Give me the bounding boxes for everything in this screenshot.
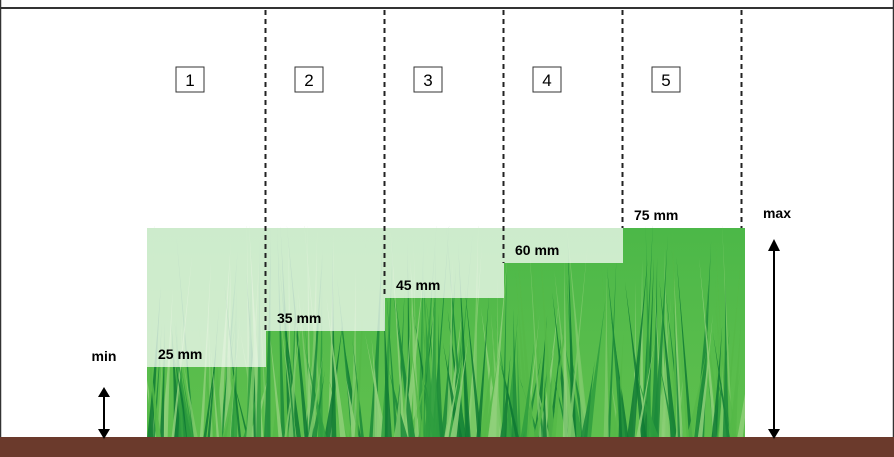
- diagram: 1 25 mm 2 35 mm 3 45 mm 4 60 mm 5 75 mm min max: [0, 0, 894, 457]
- column-number: 5: [661, 71, 670, 90]
- max-label: max: [763, 205, 791, 221]
- column-number: 4: [542, 71, 551, 90]
- cut-height: 25 mm: [158, 346, 202, 362]
- column-number: 3: [423, 71, 432, 90]
- cut-height: 75 mm: [634, 207, 678, 223]
- column-number: 1: [185, 71, 194, 90]
- column-number: 2: [304, 71, 313, 90]
- cut-height: 35 mm: [277, 310, 321, 326]
- cut-height: 60 mm: [515, 242, 559, 258]
- soil: [0, 437, 894, 457]
- cut-height: 45 mm: [396, 277, 440, 293]
- min-label: min: [92, 348, 117, 364]
